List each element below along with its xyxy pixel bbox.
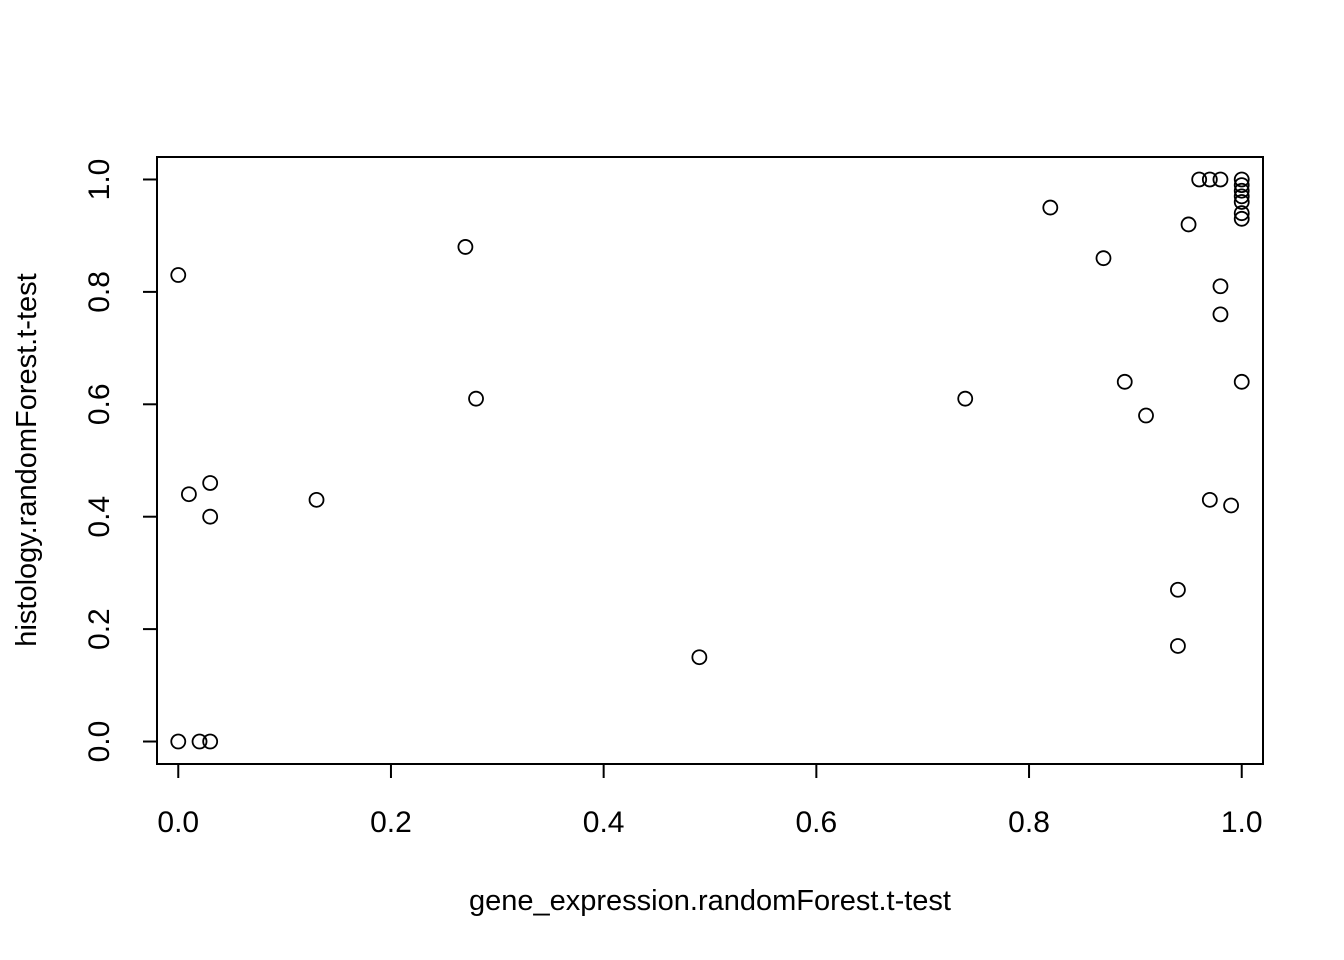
- data-point: [1170, 638, 1186, 654]
- x-tick-label: 0.4: [583, 806, 625, 839]
- data-point: [1233, 373, 1250, 390]
- data-point: [1212, 171, 1229, 188]
- y-tick-label: 0.6: [83, 383, 116, 425]
- data-points: [170, 171, 1250, 750]
- data-point: [202, 508, 219, 525]
- data-point: [1233, 194, 1250, 210]
- data-point: [1233, 205, 1250, 222]
- data-point: [1201, 491, 1218, 508]
- data-point: [1191, 171, 1208, 188]
- x-tick-label: 0.2: [370, 806, 412, 839]
- data-point: [1180, 216, 1197, 233]
- data-point: [191, 733, 208, 750]
- data-point: [1212, 278, 1229, 295]
- data-point: [181, 486, 197, 503]
- data-point: [1233, 182, 1250, 199]
- y-tick-label: 0.0: [83, 721, 116, 763]
- x-axis: 0.0 0.2 0.4 0.6 0.8 1.0: [157, 763, 1263, 839]
- y-axis-label: histology.randomForest.t-test: [11, 273, 43, 646]
- y-tick-label: 1.0: [83, 159, 116, 201]
- x-tick-label: 0.0: [157, 806, 199, 839]
- x-tick-label: 1.0: [1221, 806, 1263, 839]
- y-axis: 0.0 0.2 0.4 0.6 0.8 1.0: [83, 159, 158, 763]
- data-point: [202, 733, 219, 750]
- data-point: [1170, 581, 1186, 598]
- data-point: [1116, 373, 1133, 390]
- data-point: [1223, 497, 1239, 514]
- data-point: [1233, 177, 1250, 194]
- data-point: [691, 649, 708, 666]
- plot-frame: [156, 156, 1264, 765]
- x-tick-label: 0.6: [795, 806, 837, 839]
- data-point: [1095, 250, 1112, 267]
- data-point: [957, 390, 974, 407]
- data-point: [170, 267, 187, 283]
- data-point: [457, 239, 474, 255]
- data-point: [170, 733, 187, 750]
- data-point: [202, 475, 219, 491]
- data-point: [1042, 199, 1059, 216]
- data-point: [468, 390, 484, 407]
- data-point: [308, 491, 325, 508]
- y-tick-label: 0.4: [83, 496, 116, 538]
- data-point: [1233, 188, 1250, 205]
- x-tick-label: 0.8: [1008, 806, 1050, 839]
- data-point: [1138, 407, 1154, 424]
- data-point: [1233, 210, 1250, 227]
- data-point: [1233, 171, 1250, 188]
- y-tick-label: 0.8: [83, 271, 116, 313]
- x-axis-label: gene_expression.randomForest.t-test: [469, 885, 951, 917]
- data-point: [1201, 171, 1218, 188]
- y-tick-label: 0.2: [83, 608, 116, 650]
- data-point: [1212, 306, 1229, 323]
